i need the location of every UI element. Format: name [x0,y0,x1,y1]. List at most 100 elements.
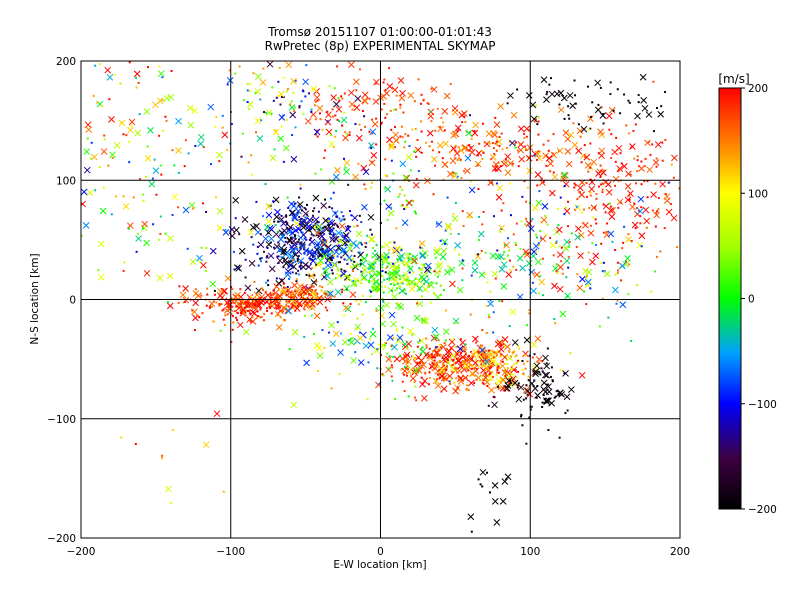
data-point-dot [114,73,117,76]
data-point-dot [612,109,615,112]
data-point-dot [219,329,222,332]
data-point-dot [504,374,507,377]
x-tick-label: 0 [377,546,384,558]
data-point-dot [277,220,280,223]
data-point-dot [421,346,424,349]
data-point-dot [120,436,123,439]
data-point-dot [329,197,332,200]
data-point-dot [640,160,643,163]
y-tick-label: 100 [56,175,76,187]
data-point-dot [368,279,371,282]
data-point-cross [313,342,321,349]
data-point-dot [308,257,311,260]
data-point-dot [672,176,675,179]
data-point-dot [418,267,421,270]
data-point-dot [417,170,420,173]
data-point-cross [530,341,538,349]
data-point-dot [457,357,460,360]
data-point-dot [416,341,419,344]
data-point-dot [310,314,313,317]
data-point-dot [587,170,590,173]
data-point-dot [669,203,672,206]
data-point-cross [442,354,450,361]
data-point-dot [267,204,270,207]
data-point-dot [244,301,247,304]
data-point-dot [406,206,409,209]
data-point-dot [616,272,619,275]
data-point-dot [444,339,447,342]
data-point-dot [339,261,342,264]
data-point-dot [312,210,315,213]
data-point-cross [578,371,586,379]
data-point-cross [587,229,595,237]
data-point-cross [589,258,596,266]
data-point-dot [539,275,542,278]
data-point-dot [293,110,296,113]
data-point-cross [525,154,533,162]
data-point-dot [205,304,208,307]
data-point-dot [636,170,639,173]
data-point-dot [498,351,501,354]
data-point-dot [418,286,421,289]
data-point-dot [282,266,285,269]
data-point-dot [550,366,553,369]
data-point-cross [344,225,352,233]
data-point-dot [253,300,256,303]
data-point-cross [564,135,572,143]
data-point-dot [274,296,277,299]
data-point-dot [635,284,638,287]
data-point-dot [285,294,288,297]
data-point-cross [390,320,397,328]
data-point-dot [496,385,499,388]
data-point-dot [368,130,371,133]
data-point-dot [405,346,408,349]
data-point-cross [530,252,537,260]
data-point-dot [330,269,333,272]
data-point-dot [494,277,497,280]
data-point-dot [210,305,213,308]
data-point-dot [463,350,466,353]
data-point-dot [404,354,407,357]
data-point-dot [516,386,519,389]
data-point-cross [345,274,352,282]
data-point-dot [102,186,105,189]
data-point-dot [408,271,411,274]
data-point-cross [327,290,334,297]
data-point-cross [221,287,229,295]
data-point-dot [302,112,305,115]
data-point-dot [477,238,480,241]
y-tick-label: 0 [69,295,76,307]
data-point-cross [343,159,351,167]
data-point-dot [491,142,494,145]
data-point-dot [300,291,303,294]
data-point-dot [299,247,302,250]
data-point-cross [594,79,601,87]
data-point-dot [290,295,293,298]
data-point-dot [514,146,517,149]
data-point-cross [465,129,473,137]
data-point-dot [318,234,321,237]
data-point-dot [393,146,396,149]
data-point-dot [159,215,162,218]
data-point-dot [480,149,483,152]
data-point-dot [221,309,224,312]
data-point-dot [643,165,646,168]
data-point-dot [525,384,528,387]
data-point-dot [297,241,300,244]
data-point-cross [505,271,513,278]
data-point-dot [300,261,303,264]
data-point-cross [604,181,612,188]
data-point-dot [494,116,497,119]
data-point-dot [161,457,164,460]
data-point-dot [407,279,410,282]
data-point-dot [310,233,313,236]
data-point-dot [311,88,314,91]
data-point-dot [230,122,233,125]
data-point-cross [663,193,671,200]
data-point-cross [571,141,579,149]
data-point-dot [639,215,642,218]
data-point-dot [340,211,343,214]
data-point-cross [451,215,459,222]
data-point-dot [370,353,373,356]
data-point-dot [358,214,361,217]
